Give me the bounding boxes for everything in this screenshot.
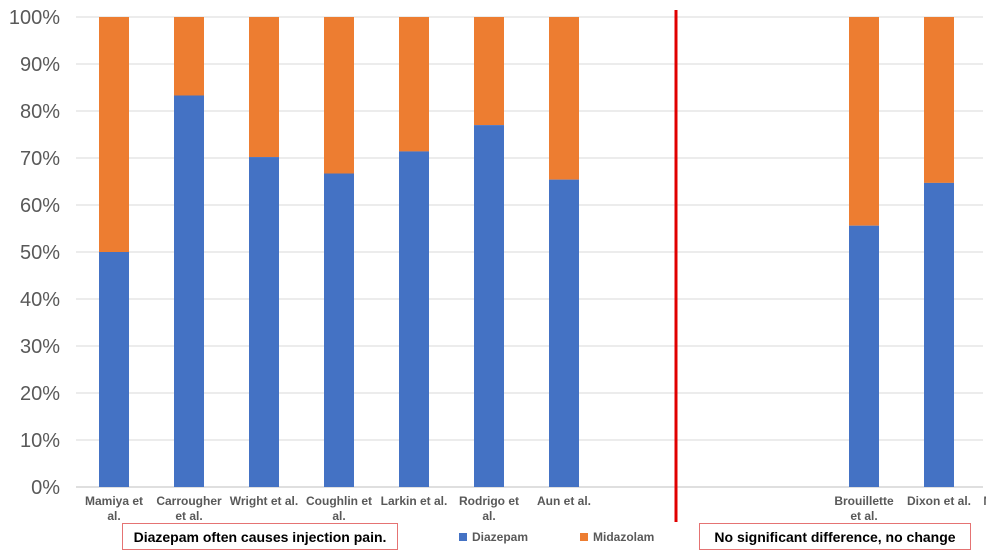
x-tick-label: Larkin et al. (381, 494, 448, 508)
bar-diazepam (249, 157, 279, 487)
legend-label-midazolam: Midazolam (593, 530, 655, 544)
legend-swatch-diazepam (459, 533, 467, 541)
legend-label-diazepam: Diazepam (472, 530, 529, 544)
y-tick-label: 70% (20, 148, 60, 170)
bar-diazepam (324, 173, 354, 487)
bar-midazolam (849, 17, 879, 226)
bar-midazolam (474, 17, 504, 126)
bar-midazolam (174, 17, 204, 96)
y-tick-label: 50% (20, 242, 60, 264)
y-tick-label: 20% (20, 383, 60, 405)
bar-diazepam (399, 151, 429, 488)
bar-midazolam (924, 17, 954, 183)
x-tick-label: Dixon et al. (907, 494, 971, 508)
x-tick-label: Coughlin et al. (306, 494, 372, 522)
x-tick-label: Rodrigo et al. (459, 494, 519, 522)
right-group-annotation: No significant difference, no change (699, 523, 971, 550)
bar-midazolam (399, 17, 429, 152)
bar-diazepam (174, 95, 204, 488)
gridlines (76, 16, 983, 488)
legend-item-midazolam: Midazolam (580, 530, 654, 544)
bar-midazolam (249, 17, 279, 158)
bar-diazepam (549, 179, 579, 487)
x-tick-label: Wright et al. (230, 494, 298, 508)
y-tick-label: 0% (31, 477, 60, 499)
left-group-annotation: Diazepam often causes injection pain. (122, 523, 398, 550)
y-axis-ticks: 0% 10% 20% 30% 40% 50% 60% 70% 80% 90% 100% (9, 7, 60, 499)
x-tick-label: Aun et al. (537, 494, 591, 508)
bars (99, 17, 954, 488)
y-tick-label: 80% (20, 101, 60, 123)
legend-swatch-midazolam (580, 533, 588, 541)
y-tick-label: 60% (20, 195, 60, 217)
bar-diazepam (99, 252, 129, 487)
y-tick-label: 90% (20, 54, 60, 76)
y-tick-label: 10% (20, 430, 60, 452)
bar-midazolam (324, 17, 354, 174)
bar-midazolam (549, 17, 579, 180)
x-axis-ticks: Mamiya et al. Carrougher et al. Wright et al… (85, 494, 986, 522)
y-tick-label: 30% (20, 336, 60, 358)
legend-item-diazepam: Diazepam (459, 530, 528, 544)
bar-midazolam (99, 17, 129, 252)
bar-diazepam (474, 125, 504, 487)
x-tick-label: Carrougher et al. (156, 494, 222, 522)
bar-diazepam (924, 182, 954, 487)
bar-diazepam (849, 225, 879, 487)
x-tick-label: Brouillette et al. (834, 494, 894, 522)
stacked-bar-chart: 0% 10% 20% 30% 40% 50% 60% 70% 80% 90% 100% Mamiya… (9, 7, 986, 522)
y-tick-label: 40% (20, 289, 60, 311)
y-tick-label: 100% (9, 7, 60, 29)
x-tick-label: Mamiya et al. (85, 494, 143, 522)
